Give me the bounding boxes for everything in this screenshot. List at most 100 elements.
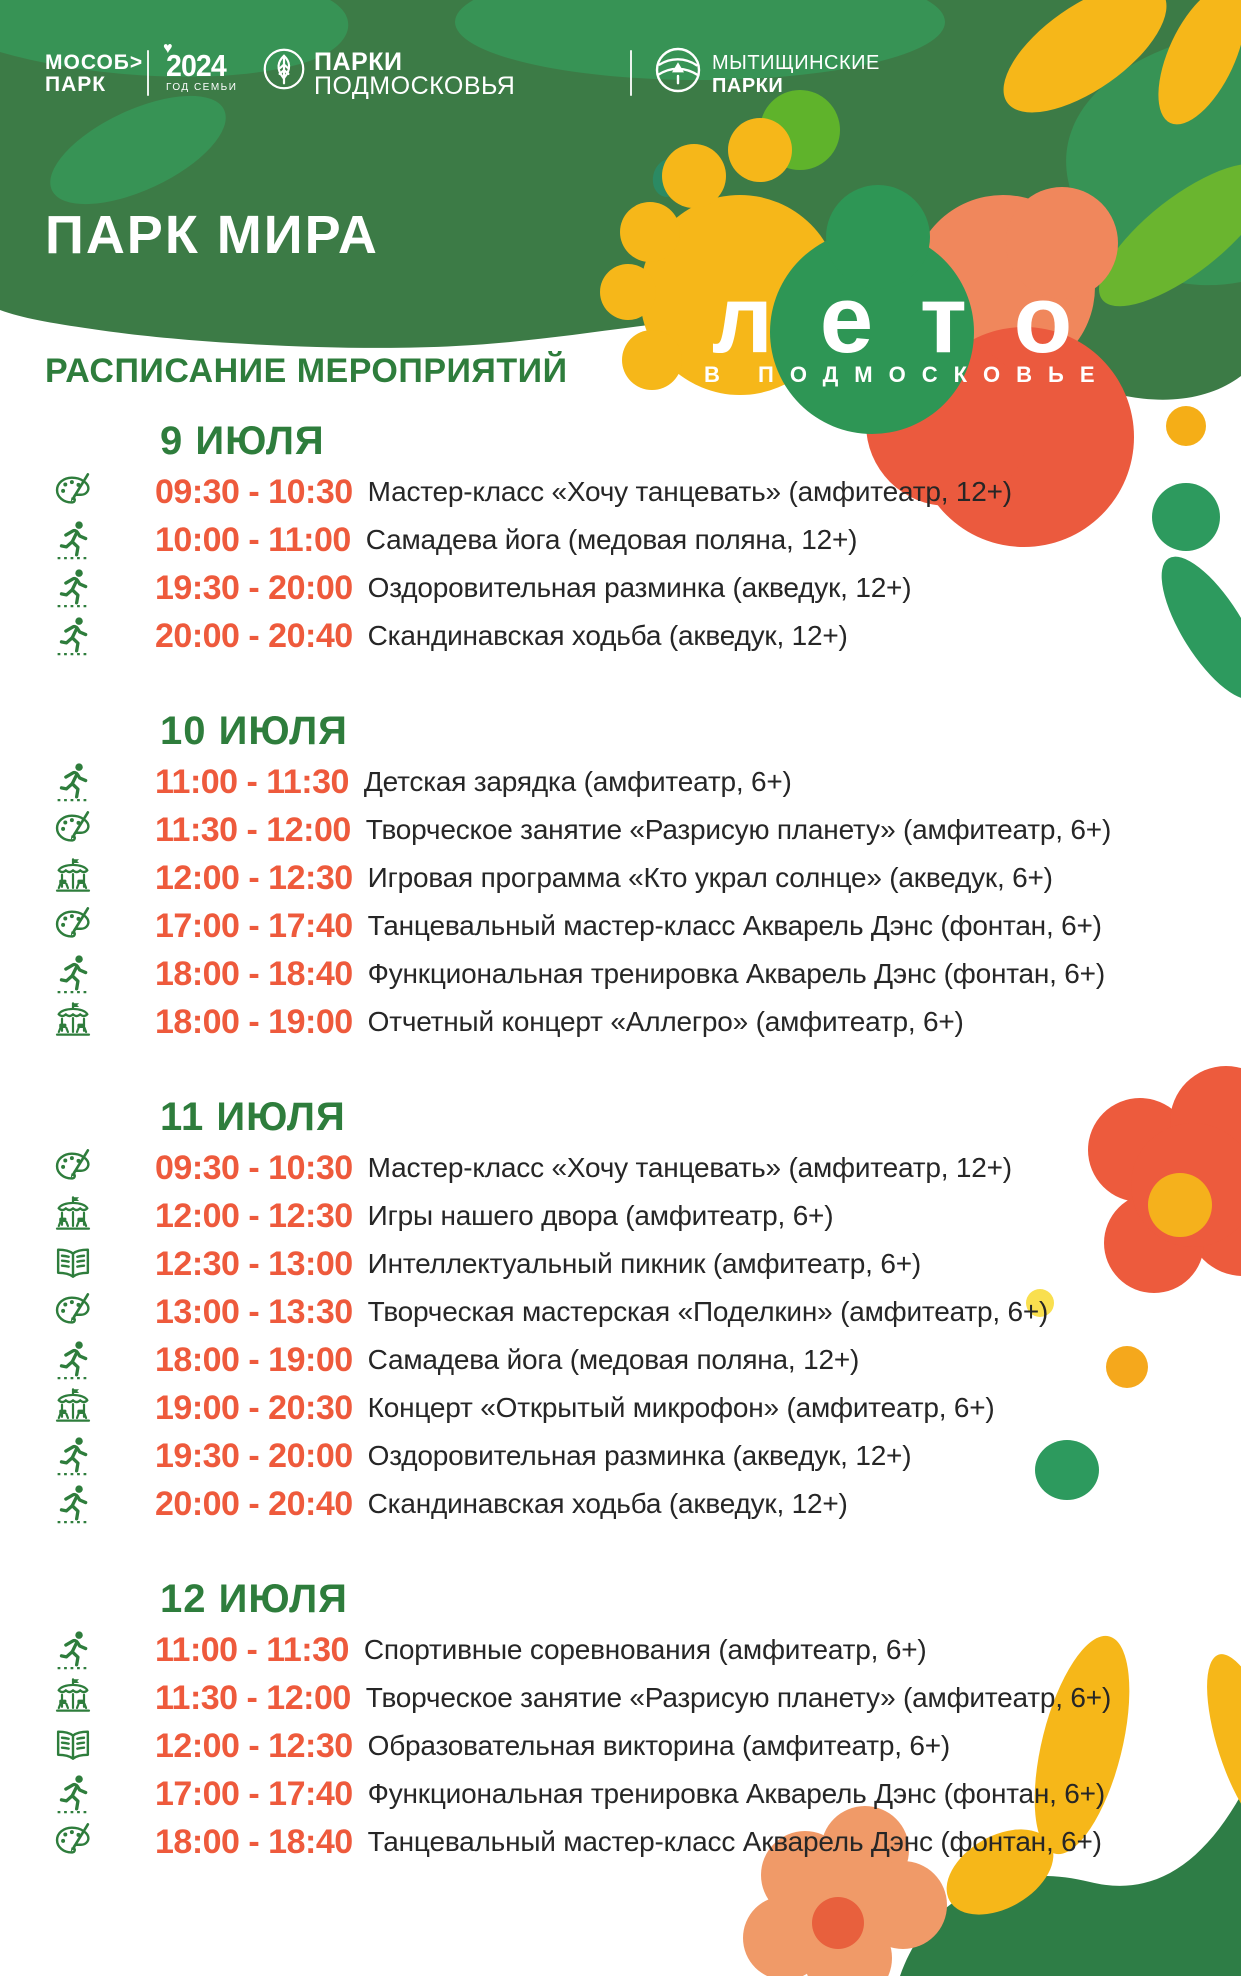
year-caption: ГОД СЕМЬИ	[166, 82, 238, 93]
event-row: 11:30 - 12:00 Творческое занятие «Разрис…	[45, 1674, 1241, 1722]
day-events: 09:30 - 10:30 Мастер-класс «Хочу танцева…	[45, 1144, 1241, 1528]
book-icon	[45, 1242, 109, 1286]
event-time: 17:00 - 17:40	[155, 906, 353, 945]
event-row: 12:30 - 13:00 Интеллектуальный пикник (а…	[45, 1240, 1241, 1288]
bottom-right-cluster	[743, 1635, 1241, 1976]
event-time: 09:30 - 10:30	[155, 472, 353, 511]
runner-icon	[45, 952, 109, 996]
day-events: 11:00 - 11:30 Спортивные соревнования (а…	[45, 1626, 1241, 1866]
event-row: 17:00 - 17:40 Танцевальный мастер-класс …	[45, 902, 1241, 950]
event-title: Танцевальный мастер-класс Акварель Дэнс …	[367, 1826, 1102, 1857]
event-row: 11:30 - 12:00 Творческое занятие «Разрис…	[45, 806, 1241, 854]
palette-icon	[45, 470, 109, 514]
event-time: 20:00 - 20:40	[155, 616, 353, 655]
palette-icon	[45, 1820, 109, 1864]
leto-logo-subtitle: В ПОДМОСКОВЬЕ	[704, 362, 1111, 387]
leaf-circle-icon	[263, 48, 305, 90]
orange-flower	[1088, 1066, 1241, 1293]
runner-icon	[45, 566, 109, 610]
runner-icon	[45, 1338, 109, 1382]
runner-icon	[45, 614, 109, 658]
event-time: 19:30 - 20:00	[155, 1436, 353, 1475]
event-time: 20:00 - 20:40	[155, 1484, 353, 1523]
event-row: 18:00 - 18:40 Функциональная тренировка …	[45, 950, 1241, 998]
green-dot	[1152, 483, 1220, 551]
event-row: 11:00 - 11:30 Детская зарядка (амфитеатр…	[45, 758, 1241, 806]
leto-logo-blobs	[600, 118, 1134, 547]
event-time: 11:00 - 11:30	[155, 1630, 349, 1669]
event-title: Функциональная тренировка Акварель Дэнс …	[367, 1778, 1106, 1809]
event-row: 19:00 - 20:30 Концерт «Открытый микрофон…	[45, 1384, 1241, 1432]
event-title: Самадева йога (медовая поляна, 12+)	[365, 524, 858, 555]
mytischi-line1: МЫТИЩИНСКИЕ	[712, 52, 880, 74]
event-row: 18:00 - 18:40 Танцевальный мастер-класс …	[45, 1818, 1241, 1866]
event-title: Оздоровительная разминка (акведук, 12+)	[367, 572, 912, 603]
event-time: 10:00 - 11:00	[155, 520, 351, 559]
event-title: Творческое занятие «Разрисую планету» (а…	[365, 1682, 1112, 1713]
event-row: 18:00 - 19:00 Самадева йога (медовая пол…	[45, 1336, 1241, 1384]
runner-icon	[45, 760, 109, 804]
carousel-icon	[45, 856, 109, 900]
mosobpark-line2: ПАРК	[45, 73, 107, 96]
event-row: 20:00 - 20:40 Скандинавская ходьба (акве…	[45, 1480, 1241, 1528]
schedule-day: 9 ИЮЛЯ 09:30 - 10:30 Мастер-класс «Хочу …	[45, 418, 1241, 660]
event-time: 09:30 - 10:30	[155, 1148, 353, 1187]
mosobpark-line1: МОСОБ>	[45, 51, 144, 74]
carousel-icon	[45, 1000, 109, 1044]
event-title: Игровая программа «Кто украл солнце» (ак…	[367, 862, 1053, 893]
event-row: 12:00 - 12:30 Образовательная викторина …	[45, 1722, 1241, 1770]
event-time: 18:00 - 18:40	[155, 954, 353, 993]
globe-tree-icon	[655, 47, 701, 93]
event-time: 19:30 - 20:00	[155, 568, 353, 607]
palette-icon	[45, 904, 109, 948]
schedule-title: РАСПИСАНИЕ МЕРОПРИЯТИЙ	[45, 352, 568, 390]
event-time: 11:00 - 11:30	[155, 762, 349, 801]
parki-line1: ПАРКИ	[314, 48, 403, 76]
green-blob	[1035, 1440, 1099, 1500]
year-2024-logo: ♥ 2024 ГОД СЕМЬИ	[163, 40, 1241, 93]
event-row: 09:30 - 10:30 Мастер-класс «Хочу танцева…	[45, 1144, 1241, 1192]
yellow-dot	[1166, 406, 1206, 446]
carousel-icon	[45, 1676, 109, 1720]
orange-dot	[1106, 1346, 1148, 1388]
event-row: 11:00 - 11:30 Спортивные соревнования (а…	[45, 1626, 1241, 1674]
runner-icon	[45, 1628, 109, 1672]
event-row: 09:30 - 10:30 Мастер-класс «Хочу танцева…	[45, 468, 1241, 516]
day-heading: 11 ИЮЛЯ	[160, 1095, 346, 1139]
event-time: 11:30 - 12:00	[155, 1678, 351, 1717]
event-title: Образовательная викторина (амфитеатр, 6+…	[367, 1730, 951, 1761]
event-time: 18:00 - 19:00	[155, 1002, 353, 1041]
event-title: Функциональная тренировка Акварель Дэнс …	[367, 958, 1106, 989]
event-time: 18:00 - 19:00	[155, 1340, 353, 1379]
book-icon	[45, 1724, 109, 1768]
event-title: Танцевальный мастер-класс Акварель Дэнс …	[367, 910, 1102, 941]
heart-icon: ♥	[163, 40, 173, 57]
event-row: 18:00 - 19:00 Отчетный концерт «Аллегро»…	[45, 998, 1241, 1046]
mytischi-line2: ПАРКИ	[712, 75, 784, 97]
mytischi-parki-logo: МЫТИЩИНСКИЕ ПАРКИ	[712, 52, 880, 98]
day-heading: 12 ИЮЛЯ	[160, 1577, 348, 1621]
event-title: Интеллектуальный пикник (амфитеатр, 6+)	[367, 1248, 922, 1279]
event-title: Мастер-класс «Хочу танцевать» (амфитеатр…	[367, 476, 1012, 507]
runner-icon	[45, 1772, 109, 1816]
carousel-icon	[45, 1194, 109, 1238]
event-title: Мастер-класс «Хочу танцевать» (амфитеатр…	[367, 1152, 1012, 1183]
event-row: 19:30 - 20:00 Оздоровительная разминка (…	[45, 1432, 1241, 1480]
day-heading: 10 ИЮЛЯ	[160, 709, 348, 753]
green-leaf	[1161, 556, 1241, 700]
palette-icon	[45, 1290, 109, 1334]
event-time: 18:00 - 18:40	[155, 1822, 353, 1861]
event-time: 17:00 - 17:40	[155, 1774, 353, 1813]
day-heading: 9 ИЮЛЯ	[160, 419, 325, 463]
leto-logo-word: лето	[712, 266, 1121, 373]
event-title: Отчетный концерт «Аллегро» (амфитеатр, 6…	[367, 1006, 964, 1037]
event-row: 10:00 - 11:00 Самадева йога (медовая пол…	[45, 516, 1241, 564]
day-events: 11:00 - 11:30 Детская зарядка (амфитеатр…	[45, 758, 1241, 1046]
runner-icon	[45, 1434, 109, 1478]
event-time: 19:00 - 20:30	[155, 1388, 353, 1427]
event-title: Скандинавская ходьба (акведук, 12+)	[367, 1488, 848, 1519]
schedule-day: 10 ИЮЛЯ 11:00 - 11:30 Детская зарядка (а…	[45, 708, 1241, 1046]
carousel-icon	[45, 1386, 109, 1430]
